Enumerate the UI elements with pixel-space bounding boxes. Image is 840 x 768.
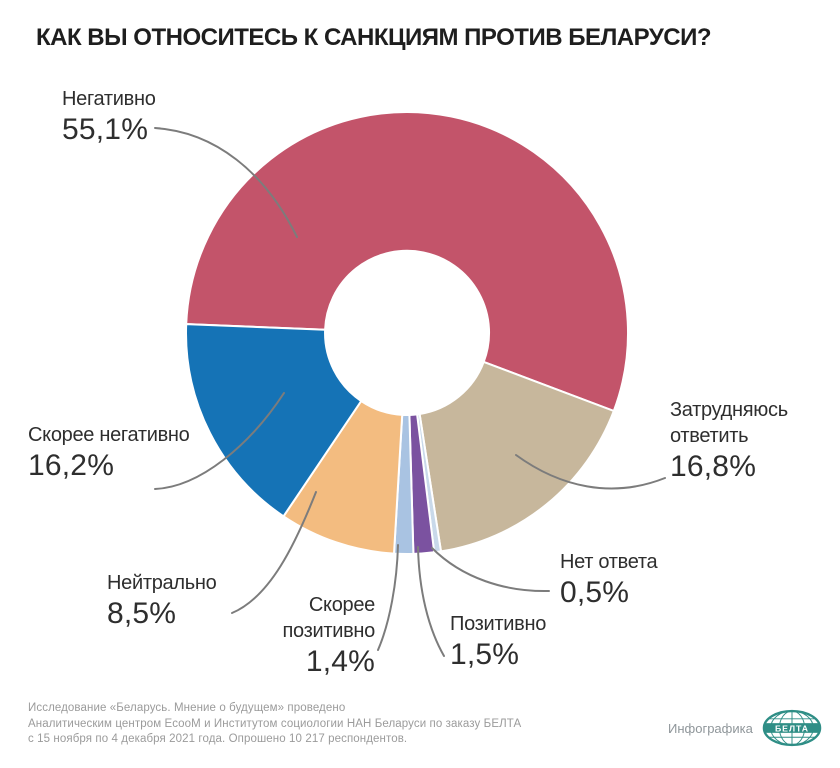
slice-name: Скорее негативно: [28, 424, 190, 446]
slice-value: 55,1%: [62, 113, 149, 146]
slice-label-negative: Негативно 55,1%: [62, 86, 156, 148]
leader-line-4: [377, 544, 399, 651]
pie-slice-0: [185, 111, 629, 413]
pie-slice-6: [185, 323, 363, 518]
slice-value: 16,8%: [670, 450, 757, 483]
slice-label-difficult-to-answer: Затрудняюсь ответить 16,8%: [670, 397, 810, 485]
slice-name: Скорее позитивно: [282, 594, 376, 642]
infographics-credit: Инфографика БЕЛТА: [668, 706, 828, 750]
leader-line-1: [515, 454, 666, 490]
credit-label: Инфографика: [668, 720, 753, 736]
slice-value: 8,5%: [107, 597, 177, 630]
slice-label-no-answer: Нет ответа 0,5%: [560, 549, 658, 611]
slice-label-rather-positive: Скорее позитивно 1,4%: [270, 592, 376, 680]
source-note-line: Исследование «Беларусь. Мнение о будущем…: [28, 702, 346, 714]
slice-value: 1,5%: [450, 638, 520, 671]
source-note: Исследование «Беларусь. Мнение о будущем…: [28, 701, 521, 748]
slice-name: Негативно: [62, 88, 156, 110]
leader-line-3: [417, 546, 445, 657]
slice-name: Нейтрально: [107, 572, 217, 594]
source-note-line: с 15 ноября по 4 декабря 2021 года. Опро…: [28, 733, 408, 745]
slice-label-rather-negative: Скорее негативно 16,2%: [28, 422, 190, 484]
slice-value: 1,4%: [305, 645, 375, 678]
slice-value: 16,2%: [28, 449, 115, 482]
slice-label-positive: Позитивно 1,5%: [450, 611, 546, 673]
leader-line-6: [154, 392, 285, 490]
source-note-line: Аналитическим центром EcooM и Институтом…: [28, 717, 522, 730]
leader-line-0: [154, 127, 298, 238]
page-title: КАК ВЫ ОТНОСИТЕСЬ К САНКЦИЯМ ПРОТИВ БЕЛА…: [36, 24, 712, 51]
slice-label-neutral: Нейтрально 8,5%: [107, 570, 217, 632]
slice-name: Позитивно: [450, 613, 547, 635]
slice-name: Нет ответа: [560, 551, 658, 573]
logo-band: [763, 723, 820, 733]
leader-line-2: [431, 547, 550, 593]
leader-line-5: [231, 491, 317, 614]
logo-text: БЕЛТА: [775, 723, 809, 733]
slice-name: Затрудняюсь ответить: [670, 399, 788, 447]
belta-logo: БЕЛТА: [762, 709, 822, 747]
slice-value: 0,5%: [560, 576, 630, 609]
